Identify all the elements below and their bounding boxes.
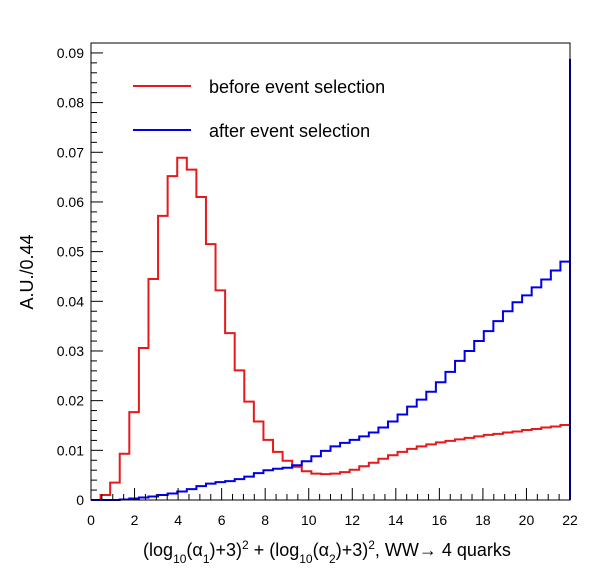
y-tick-label: 0.08 bbox=[57, 95, 84, 111]
x-tick-label: 12 bbox=[344, 512, 360, 528]
x-title-sup1: 2 bbox=[242, 538, 249, 552]
y-tick-label: 0.03 bbox=[57, 343, 84, 359]
x-title-open1: (log bbox=[143, 540, 173, 560]
x-title-mid1: (α bbox=[186, 540, 202, 560]
y-axis-ticks: 0 0.01 0.02 0.03 0.04 0.05 0.06 0.07 0.08 0.09 bbox=[57, 45, 103, 508]
x-title-plus: + (log bbox=[249, 540, 300, 560]
x-tick-label: 2 bbox=[131, 512, 139, 528]
x-tick-label: 18 bbox=[475, 512, 491, 528]
x-title-sub2: 10 bbox=[299, 552, 313, 566]
y-tick-label: 0.07 bbox=[57, 144, 84, 160]
x-title-sub-a1: 1 bbox=[203, 552, 210, 566]
x-title-mid2: (α bbox=[313, 540, 329, 560]
x-tick-label: 4 bbox=[174, 512, 182, 528]
y-tick-label: 0.01 bbox=[57, 442, 84, 458]
y-tick-label: 0.09 bbox=[57, 45, 84, 61]
y-tick-label: 0.06 bbox=[57, 194, 84, 210]
legend-label-before: before event selection bbox=[209, 77, 385, 97]
x-tick-label: 10 bbox=[301, 512, 317, 528]
x-title-close1: )+3) bbox=[210, 540, 243, 560]
x-axis-ticks: 0 2 4 6 8 10 12 14 16 18 20 22 bbox=[87, 488, 578, 528]
x-title-sub-a2: 2 bbox=[329, 552, 336, 566]
x-title-sub1: 10 bbox=[173, 552, 187, 566]
x-tick-label: 20 bbox=[519, 512, 535, 528]
y-axis-title: A.U./0.44 bbox=[17, 234, 37, 309]
x-tick-label: 22 bbox=[562, 512, 578, 528]
x-tick-label: 0 bbox=[87, 512, 95, 528]
x-title-close2: )+3) bbox=[336, 540, 369, 560]
y-tick-label: 0.05 bbox=[57, 244, 84, 260]
x-tick-label: 16 bbox=[432, 512, 448, 528]
x-tick-label: 14 bbox=[388, 512, 404, 528]
legend-label-after: after event selection bbox=[209, 121, 370, 141]
x-title-sup2: 2 bbox=[368, 538, 375, 552]
y-tick-label: 0.02 bbox=[57, 393, 84, 409]
x-title-tail: , WW→ 4 quarks bbox=[375, 540, 511, 560]
x-tick-label: 8 bbox=[261, 512, 269, 528]
y-tick-label: 0 bbox=[76, 492, 84, 508]
x-tick-label: 6 bbox=[218, 512, 226, 528]
legend: before event selection after event selec… bbox=[133, 77, 385, 141]
y-tick-label: 0.04 bbox=[57, 293, 84, 309]
x-axis-title: (log10(α1)+3)2 + (log10(α2)+3)2, WW→ 4 q… bbox=[143, 538, 511, 566]
